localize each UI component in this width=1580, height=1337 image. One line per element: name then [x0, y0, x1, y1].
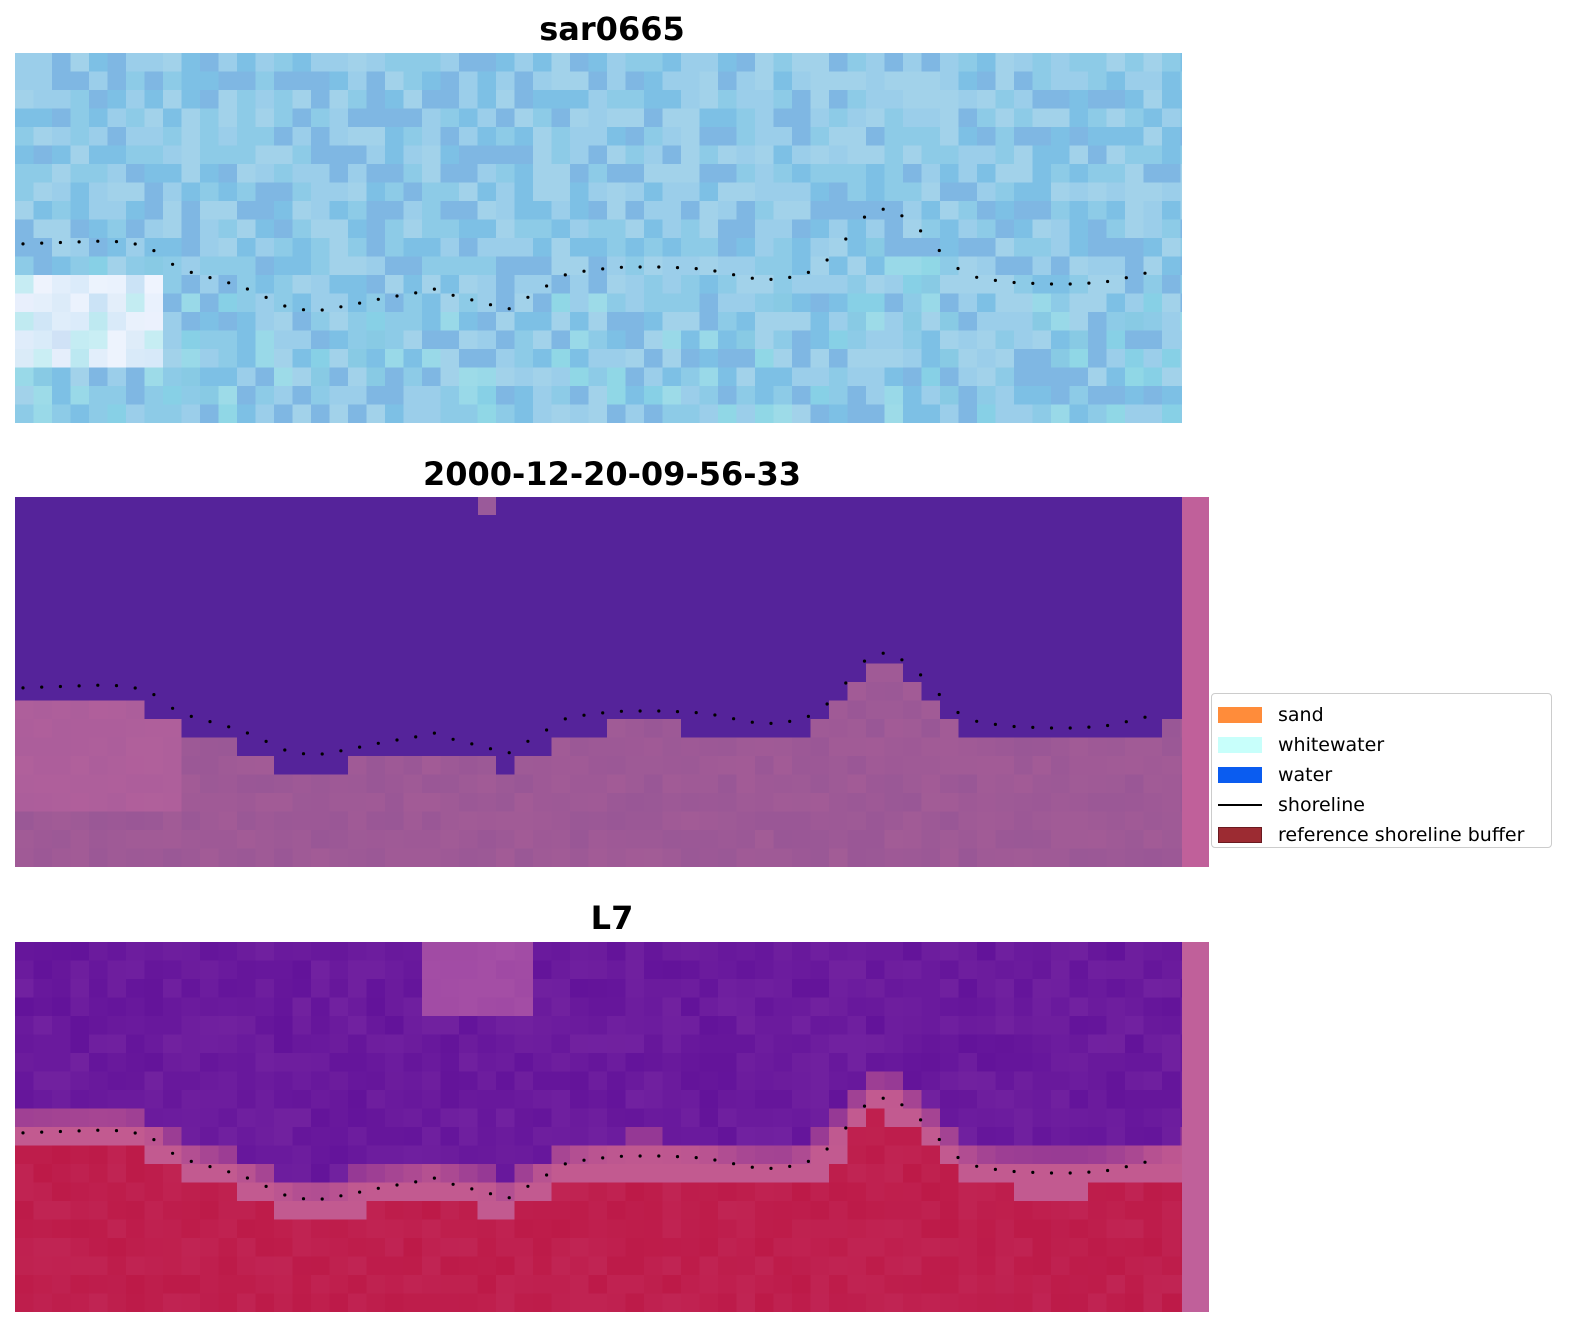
panel-title-index: L7	[590, 899, 634, 937]
legend-label: water	[1278, 764, 1333, 786]
whitewater-swatch	[1218, 737, 1262, 753]
classified-image-panel	[15, 497, 1209, 867]
legend-item-water: water	[1212, 760, 1551, 790]
legend-label: sand	[1278, 704, 1324, 726]
panel-title-classified: 2000-12-20-09-56-33	[422, 455, 802, 493]
rgb-image	[15, 53, 1209, 423]
shoreline-trace	[21, 1096, 1147, 1201]
shoreline-line-swatch	[1218, 804, 1262, 806]
legend-label: reference shoreline buffer	[1278, 824, 1525, 846]
sand-swatch	[1218, 707, 1262, 723]
legend-item-whitewater: whitewater	[1212, 730, 1551, 760]
classified-image	[15, 497, 1209, 867]
shoreline-trace	[21, 651, 1147, 756]
water-swatch	[1218, 767, 1262, 783]
shoreline-trace	[21, 207, 1147, 312]
legend-item-shoreline: shoreline	[1212, 790, 1551, 820]
legend: sand whitewater water shoreline referenc…	[1211, 693, 1552, 848]
rgb-image-panel	[15, 53, 1209, 423]
reference-buffer-swatch	[1218, 827, 1262, 843]
panel-title-rgb: sar0665	[539, 10, 685, 48]
index-image	[15, 942, 1209, 1312]
legend-item-sand: sand	[1212, 700, 1551, 730]
index-image-panel	[15, 942, 1209, 1312]
legend-label: shoreline	[1278, 794, 1365, 816]
legend-label: whitewater	[1278, 734, 1385, 756]
legend-item-reference-buffer: reference shoreline buffer	[1212, 820, 1551, 850]
